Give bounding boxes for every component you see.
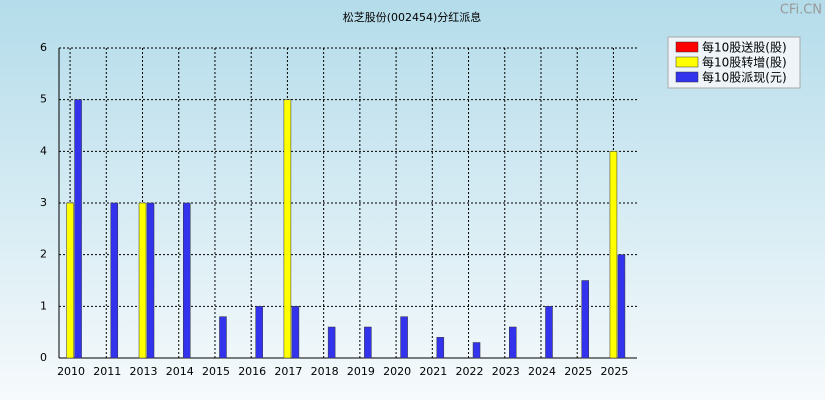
legend-swatch <box>675 71 699 83</box>
bar <box>110 202 119 359</box>
x-tick-label: 2025 <box>564 365 592 378</box>
y-tick-label: 1 <box>40 299 47 312</box>
bar <box>509 326 517 359</box>
bar <box>364 326 372 359</box>
bar <box>581 280 589 359</box>
x-tick-label: 2024 <box>528 365 556 378</box>
x-tick-label: 2018 <box>311 365 339 378</box>
x-tick-label: 2016 <box>238 365 266 378</box>
legend-swatch <box>675 41 699 53</box>
legend-label: 每10股送股(股) <box>702 40 787 55</box>
chart-title: 松芝股份(002454)分红派息 <box>343 10 482 24</box>
x-tick-label: 2019 <box>347 365 375 378</box>
bar <box>283 99 292 359</box>
bar <box>66 202 74 359</box>
legend-swatch <box>675 56 699 68</box>
y-tick-label: 0 <box>40 351 47 364</box>
x-tick-label: 2015 <box>202 365 230 378</box>
bar <box>219 316 227 359</box>
bar <box>327 326 336 359</box>
x-tick-label: 2021 <box>419 365 447 378</box>
y-tick-label: 2 <box>40 248 47 261</box>
bar <box>146 202 155 359</box>
y-tick-label: 4 <box>40 144 47 157</box>
bar <box>291 306 300 359</box>
bar <box>472 342 481 359</box>
x-tick-label: 2022 <box>456 365 484 378</box>
bar <box>182 202 191 359</box>
bar <box>545 306 553 359</box>
x-tick-label: 2013 <box>130 365 158 378</box>
y-tick-label: 3 <box>40 196 47 209</box>
bar <box>609 151 618 359</box>
legend-label: 每10股转增(股) <box>702 55 787 70</box>
bar <box>436 337 445 359</box>
x-tick-label: 2023 <box>492 365 520 378</box>
bar <box>74 99 82 359</box>
y-tick-label: 5 <box>40 93 47 106</box>
x-tick-label: 2025 <box>600 365 628 378</box>
x-tick-label: 2017 <box>274 365 302 378</box>
bar <box>138 202 147 359</box>
x-tick-label: 2014 <box>166 365 194 378</box>
y-tick-label: 6 <box>40 41 47 54</box>
bar <box>617 254 626 359</box>
x-tick-label: 2010 <box>57 365 85 378</box>
bar <box>400 316 408 359</box>
watermark: CFi.CN <box>780 3 822 18</box>
x-tick-label: 2011 <box>93 365 121 378</box>
x-tick-label: 2020 <box>383 365 411 378</box>
bar <box>255 306 263 359</box>
legend-label: 每10股派现(元) <box>702 70 787 85</box>
